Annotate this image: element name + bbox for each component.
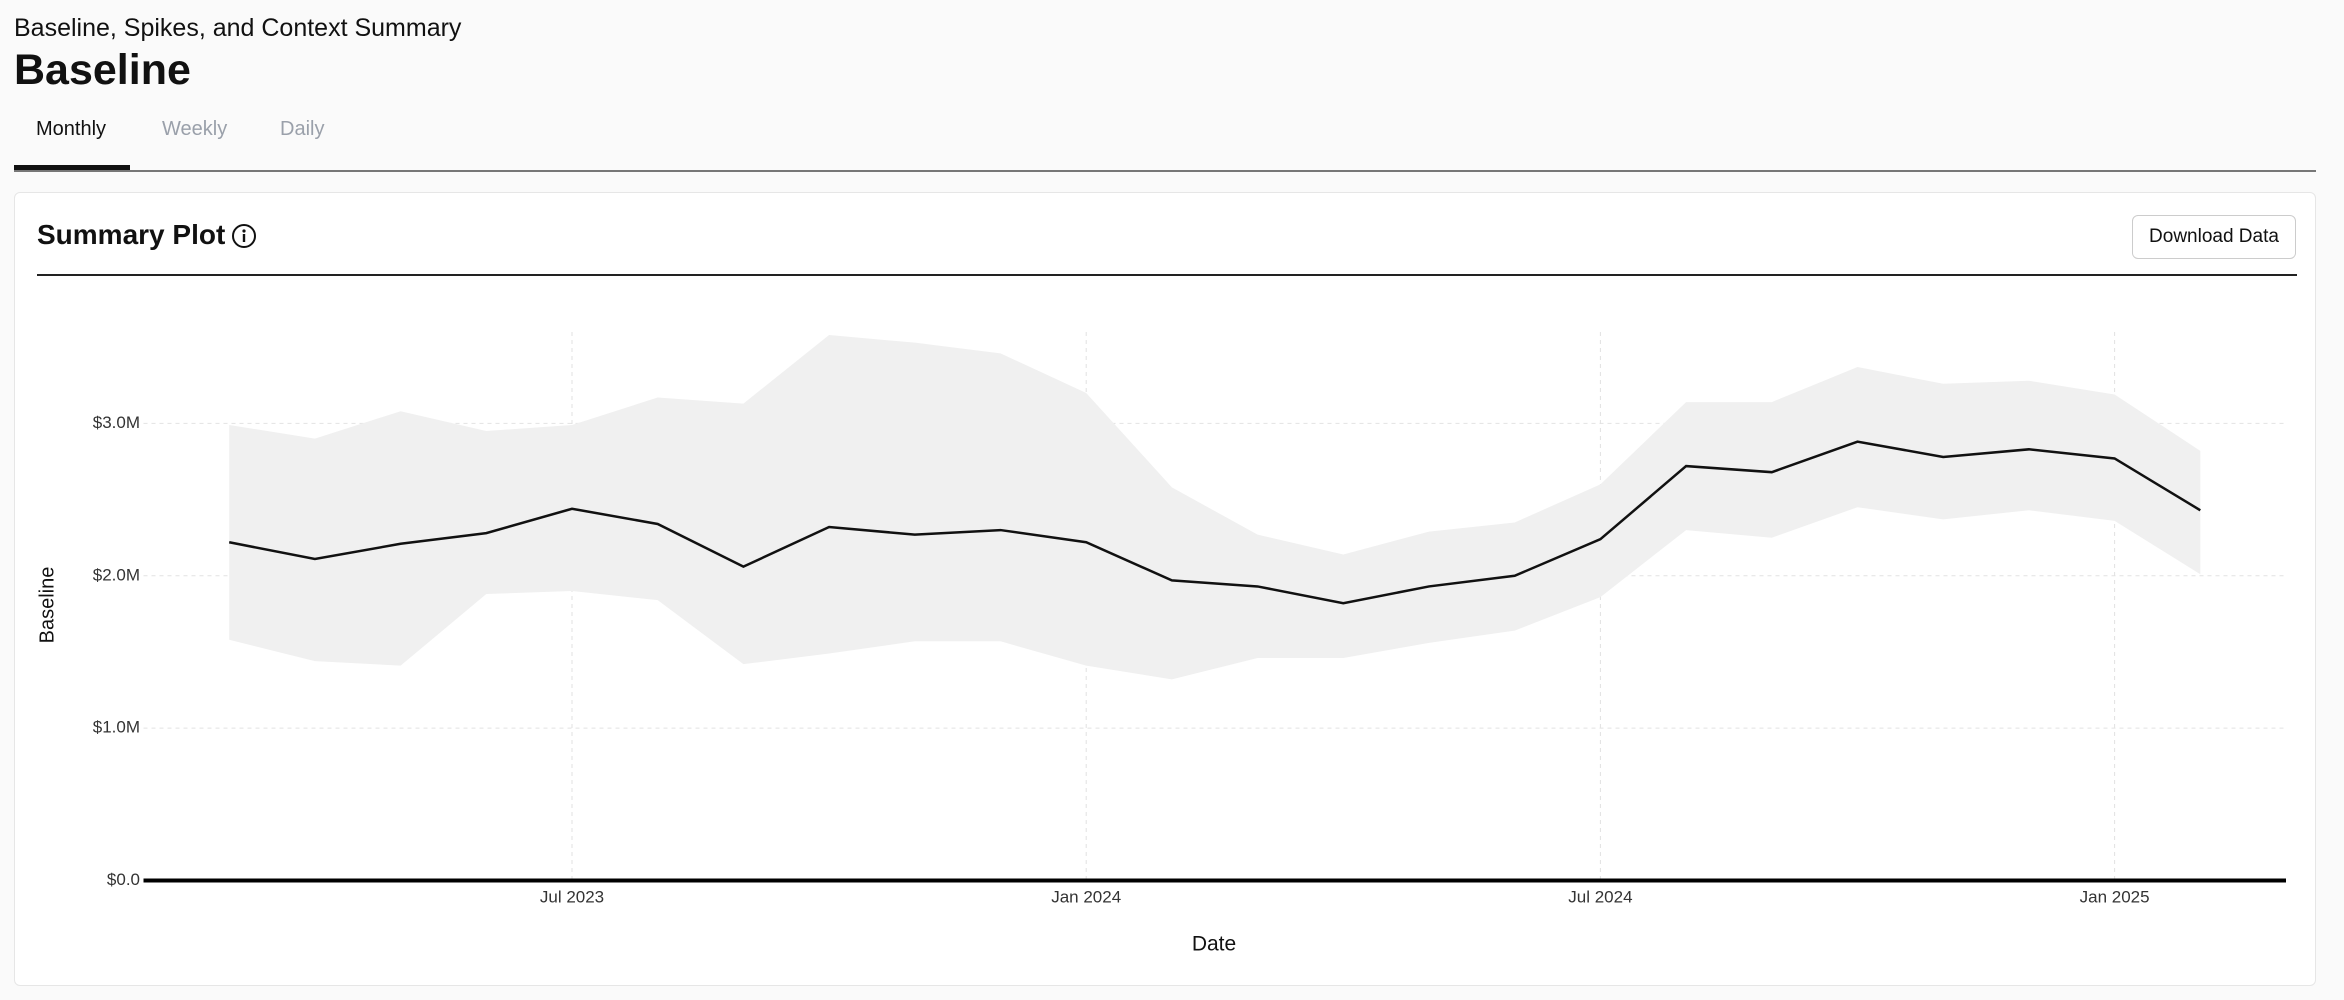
active-tab-indicator bbox=[14, 165, 130, 170]
x-tick-label: Jan 2025 bbox=[2080, 887, 2150, 906]
page-subtitle: Baseline, Spikes, and Context Summary bbox=[14, 14, 462, 42]
series-line bbox=[228, 440, 2201, 605]
y-tick-label: $0.0 bbox=[107, 870, 140, 889]
x-axis-label: Date bbox=[1192, 933, 1236, 956]
tab[interactable]: Monthly bbox=[36, 118, 107, 140]
divider bbox=[37, 274, 2297, 276]
confidence-band bbox=[229, 335, 2201, 680]
y-tick-label: $1.0M bbox=[93, 718, 140, 737]
page-title: Baseline bbox=[14, 46, 191, 94]
info-icon[interactable] bbox=[230, 222, 258, 250]
tab[interactable]: Weekly bbox=[162, 118, 228, 140]
tab-bar: Monthly Weekly Daily bbox=[14, 112, 2316, 172]
tab[interactable]: Daily bbox=[280, 118, 325, 140]
x-tick-label: Jul 2023 bbox=[540, 887, 604, 906]
download-button[interactable]: Download Data bbox=[2132, 215, 2296, 259]
y-axis-label: Baseline bbox=[36, 567, 58, 644]
y-tick-label: $2.0M bbox=[93, 565, 140, 584]
x-tick-label: Jul 2024 bbox=[1568, 887, 1632, 906]
y-tick-label: $3.0M bbox=[93, 413, 140, 432]
x-tick-label: Jan 2024 bbox=[1051, 887, 1121, 906]
card-title: Summary Plot bbox=[37, 219, 226, 250]
